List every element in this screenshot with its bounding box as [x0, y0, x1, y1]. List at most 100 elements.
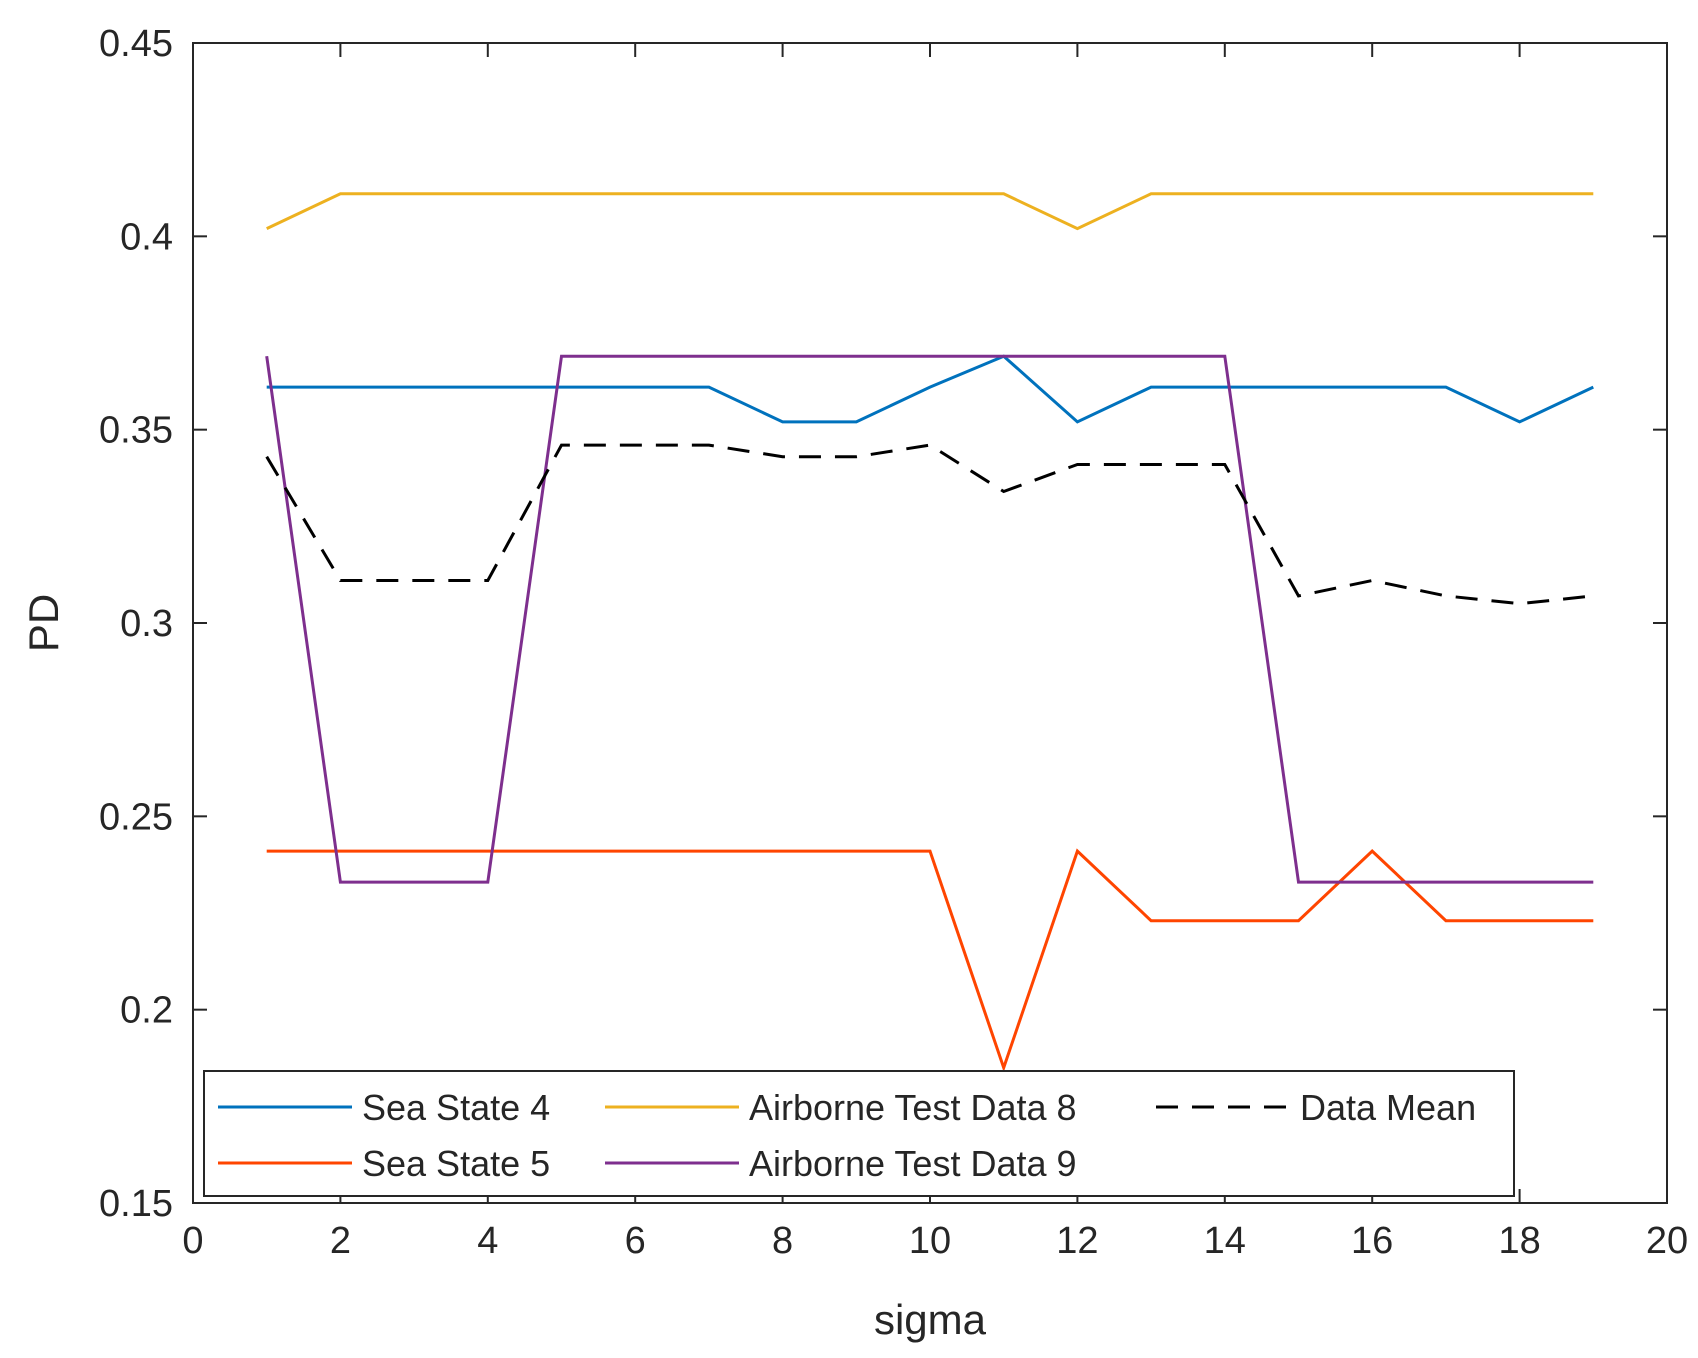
- data-point-sea-state-4: [1151, 387, 1152, 388]
- data-point-airborne-test-data-9: [1519, 882, 1520, 883]
- data-point-airborne-test-data-8: [1151, 193, 1152, 194]
- data-point-data-mean: [1372, 580, 1373, 581]
- data-point-sea-state-4: [414, 387, 415, 388]
- data-point-airborne-test-data-8: [1372, 193, 1373, 194]
- data-point-airborne-test-data-9: [1298, 882, 1299, 883]
- data-point-airborne-test-data-8: [856, 193, 857, 194]
- data-point-airborne-test-data-8: [1519, 193, 1520, 194]
- x-tick-label: 12: [1056, 1220, 1098, 1262]
- x-tick-label: 20: [1646, 1220, 1688, 1262]
- data-point-data-mean: [1224, 464, 1225, 465]
- data-point-sea-state-4: [1593, 387, 1594, 388]
- data-point-airborne-test-data-8: [1445, 193, 1446, 194]
- data-point-airborne-test-data-9: [635, 356, 636, 357]
- series-data-mean: [265, 443, 1594, 606]
- data-point-airborne-test-data-9: [1003, 356, 1004, 357]
- data-point-sea-state-4: [561, 387, 562, 388]
- data-point-airborne-test-data-9: [1372, 882, 1373, 883]
- data-point-sea-state-4: [1077, 421, 1078, 422]
- data-point-sea-state-4: [635, 387, 636, 388]
- data-point-sea-state-5: [1151, 920, 1152, 921]
- y-tick-label: 0.15: [99, 1183, 173, 1225]
- data-point-airborne-test-data-9: [487, 882, 488, 883]
- data-point-data-mean: [1519, 603, 1520, 604]
- data-point-airborne-test-data-8: [414, 193, 415, 194]
- data-point-airborne-test-data-8: [1003, 193, 1004, 194]
- series-line-sea-state-5: [266, 848, 1594, 1073]
- legend-label-airborne-test-data-9: Airborne Test Data 9: [749, 1143, 1077, 1184]
- data-point-sea-state-5: [1224, 920, 1225, 921]
- data-point-airborne-test-data-9: [782, 356, 783, 357]
- data-point-data-mean: [1593, 595, 1594, 596]
- x-tick-label: 18: [1498, 1220, 1540, 1262]
- data-point-data-mean: [1445, 595, 1446, 596]
- data-point-data-mean: [340, 580, 341, 581]
- data-point-airborne-test-data-9: [561, 356, 562, 357]
- data-point-airborne-test-data-9: [340, 882, 341, 883]
- data-point-data-mean: [1003, 491, 1004, 492]
- data-point-sea-state-5: [708, 851, 709, 852]
- data-point-airborne-test-data-8: [1593, 193, 1594, 194]
- series-airborne-test-data-9: [265, 354, 1594, 884]
- data-point-airborne-test-data-9: [1151, 356, 1152, 357]
- series-sea-state-4: [266, 354, 1594, 424]
- data-point-data-mean: [708, 445, 709, 446]
- data-point-airborne-test-data-9: [1224, 356, 1225, 357]
- series-airborne-test-data-8: [266, 192, 1594, 231]
- data-point-sea-state-4: [856, 421, 857, 422]
- data-point-airborne-test-data-9: [856, 356, 857, 357]
- y-tick-label: 0.25: [99, 796, 173, 838]
- x-tick-label: 8: [772, 1220, 793, 1262]
- data-point-airborne-test-data-9: [930, 356, 931, 357]
- y-tick-label: 0.45: [99, 23, 173, 65]
- data-point-airborne-test-data-9: [1077, 356, 1078, 357]
- data-point-sea-state-5: [1519, 920, 1520, 921]
- data-point-sea-state-5: [1372, 851, 1373, 852]
- legend-label-airborne-test-data-8: Airborne Test Data 8: [749, 1087, 1077, 1128]
- legend: Sea State 4 Airborne Test Data 8 Data Me…: [203, 1070, 1515, 1197]
- data-point-data-mean: [782, 456, 783, 457]
- x-tick-label: 0: [182, 1220, 203, 1262]
- data-point-data-mean: [1298, 595, 1299, 596]
- x-tick-label: 14: [1204, 1220, 1246, 1262]
- data-point-airborne-test-data-8: [340, 193, 341, 194]
- data-point-sea-state-4: [1224, 387, 1225, 388]
- x-axis-ticks: 0 2 4 6 8 10 12 14 16 18 20: [182, 43, 1688, 1262]
- data-point-airborne-test-data-8: [930, 193, 931, 194]
- data-point-sea-state-5: [1593, 920, 1594, 921]
- data-point-data-mean: [487, 580, 488, 581]
- data-point-airborne-test-data-8: [708, 193, 709, 194]
- data-point-data-mean: [561, 445, 562, 446]
- series-layer: [265, 192, 1594, 1073]
- data-point-sea-state-5: [561, 851, 562, 852]
- data-point-sea-state-5: [1298, 920, 1299, 921]
- data-point-airborne-test-data-8: [1077, 228, 1078, 229]
- y-tick-label: 0.3: [120, 603, 173, 645]
- data-point-sea-state-4: [487, 387, 488, 388]
- data-point-sea-state-5: [340, 851, 341, 852]
- data-point-data-mean: [1151, 464, 1152, 465]
- data-point-sea-state-5: [856, 851, 857, 852]
- y-axis-ticks: 0.15 0.2 0.25 0.3 0.35 0.4 0.45: [99, 23, 1667, 1225]
- data-point-sea-state-4: [1445, 387, 1446, 388]
- data-point-airborne-test-data-9: [266, 356, 267, 357]
- data-point-airborne-test-data-8: [266, 228, 267, 229]
- data-point-sea-state-5: [930, 851, 931, 852]
- data-point-airborne-test-data-8: [487, 193, 488, 194]
- y-tick-label: 0.2: [120, 990, 173, 1032]
- series-sea-state-5: [266, 848, 1594, 1073]
- data-point-sea-state-5: [266, 851, 267, 852]
- data-point-sea-state-4: [1298, 387, 1299, 388]
- data-point-sea-state-4: [1519, 421, 1520, 422]
- data-point-sea-state-5: [1003, 1067, 1004, 1068]
- series-line-sea-state-4: [266, 354, 1594, 424]
- x-tick-label: 16: [1351, 1220, 1393, 1262]
- data-point-sea-state-4: [1372, 387, 1373, 388]
- series-line-airborne-test-data-9: [265, 354, 1594, 884]
- x-tick-label: 4: [477, 1220, 498, 1262]
- data-point-data-mean: [1077, 464, 1078, 465]
- x-tick-label: 10: [909, 1220, 951, 1262]
- y-tick-label: 0.4: [120, 216, 173, 258]
- data-point-airborne-test-data-8: [1224, 193, 1225, 194]
